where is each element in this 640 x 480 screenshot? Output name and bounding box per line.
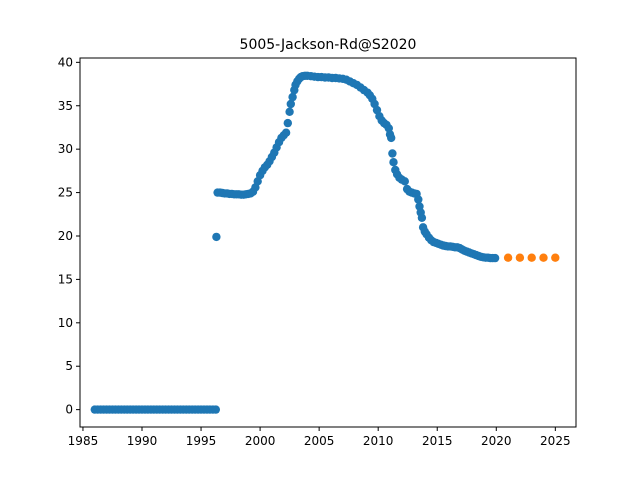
y-tick-label: 40 (58, 55, 73, 69)
series-1-point-74 (285, 107, 294, 117)
series-1-point-114 (389, 158, 398, 167)
x-tick-label: 2010 (363, 434, 394, 448)
series-1-point-112 (387, 133, 396, 143)
y-tick-label: 10 (58, 316, 73, 330)
y-tick-label: 0 (65, 403, 73, 417)
y-tick-label: 5 (65, 359, 73, 373)
series-1-point-76 (288, 92, 297, 102)
series-1-point-73 (283, 118, 292, 128)
series-1-point-160 (490, 253, 500, 263)
series-1-point-119 (400, 177, 409, 186)
y-tick-label: 30 (58, 142, 73, 156)
series-1-point-72 (281, 128, 291, 137)
x-tick-label: 1985 (68, 434, 99, 448)
x-tick-label: 1990 (127, 434, 158, 448)
series-2-point-1 (515, 253, 525, 262)
y-axis: 0 5 10 15 20 25 30 35 40 (58, 55, 80, 417)
series-2-point-4 (551, 253, 560, 262)
x-tick-label: 1995 (186, 434, 217, 448)
chart-title: 5005-Jackson-Rd@S2020 (240, 37, 417, 53)
plot-frame (79, 57, 577, 428)
series-1-point-41 (211, 405, 220, 414)
y-tick-label: 15 (58, 272, 73, 286)
series-1-point-125 (414, 195, 423, 204)
x-axis: 1985 1990 1995 2000 2005 2010 2015 2020 2025 (68, 427, 571, 448)
series-2-point-0 (503, 253, 513, 262)
x-tick-label: 2015 (422, 434, 453, 448)
x-tick-label: 2025 (540, 434, 571, 448)
y-tick-label: 35 (58, 99, 73, 113)
x-tick-label: 2005 (304, 434, 335, 448)
y-tick-label: 20 (58, 229, 73, 243)
x-tick-label: 2000 (245, 434, 276, 448)
y-tick-label: 25 (58, 186, 73, 200)
series-1-point-128 (417, 213, 427, 222)
series-1-point-42 (212, 232, 221, 242)
x-tick-label: 2020 (481, 434, 512, 448)
series-1-point-113 (388, 149, 397, 158)
series-2-point-3 (539, 253, 548, 262)
series-1-point-75 (286, 99, 295, 109)
data-points (90, 71, 560, 414)
series-2-point-2 (527, 253, 536, 262)
